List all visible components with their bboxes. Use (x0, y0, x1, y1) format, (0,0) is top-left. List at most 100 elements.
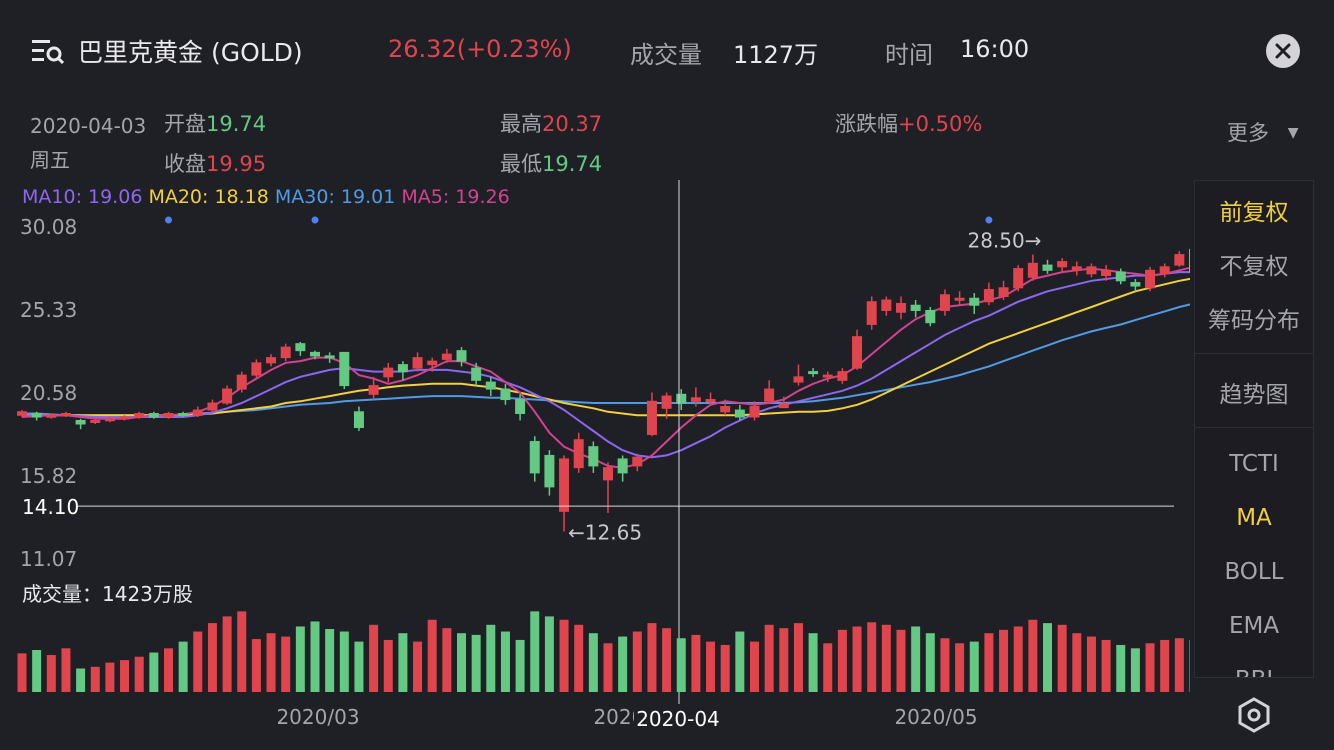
volume-bar (925, 633, 935, 692)
volume-bar (618, 636, 628, 692)
volume-bar (647, 623, 657, 692)
menu-boll[interactable]: BOLL (1224, 559, 1284, 585)
candle-body (720, 406, 731, 413)
volume-bar (17, 653, 27, 692)
candle-body (764, 388, 775, 402)
menu-tcti[interactable]: TCTI (1229, 451, 1279, 477)
volume-bar (911, 626, 921, 692)
candle-body (661, 395, 672, 409)
stock-title: 巴里克黄金 (GOLD) (78, 38, 303, 67)
candle-body (163, 413, 174, 418)
volume-bar (999, 629, 1009, 692)
settings-button[interactable] (1236, 696, 1272, 734)
high-label: 最高 (500, 112, 542, 136)
info-date: 2020-04-03 (30, 114, 147, 138)
volume-bar (46, 655, 56, 692)
crosshair-date-bg (634, 704, 722, 732)
stock-chart[interactable]: 30.08 25.33 20.58 15.82 11.07 14.10 28.50→ ←12.… (0, 0, 1190, 750)
volume-bar (1057, 624, 1067, 692)
volume-bar (823, 643, 833, 692)
close-label: 收盘 (164, 152, 206, 176)
volume-bar (852, 626, 862, 692)
candle-body (31, 413, 42, 418)
menu-ma[interactable]: MA (1236, 505, 1272, 531)
time-label: 时间 (885, 41, 933, 69)
legend-ma20: MA20: 18.18 (148, 186, 269, 208)
candle-body (441, 353, 452, 360)
menu-bbi[interactable]: BBI (1195, 667, 1313, 677)
time-value: 16:00 (960, 35, 1030, 63)
max-annotation: 28.50→ (967, 229, 1041, 253)
candle-body (632, 456, 643, 467)
volume-bar (896, 629, 906, 692)
volume-bar (984, 633, 994, 692)
candle-body (192, 409, 203, 416)
volume-bar (164, 648, 173, 692)
menu-unadjusted[interactable]: 不复权 (1219, 254, 1289, 280)
legend-ma5: MA5: 19.26 (401, 186, 510, 208)
menu-search-icon[interactable] (30, 36, 66, 66)
event-dot (165, 216, 172, 224)
candle-body (939, 294, 950, 311)
volume-bar (764, 624, 774, 692)
menu-trend-chart[interactable]: 趋势图 (1219, 382, 1289, 408)
volume-bar (706, 641, 716, 692)
menu-forward-adjusted[interactable]: 前复权 (1219, 200, 1289, 226)
volume-bar (295, 626, 305, 692)
info-high: 最高20.37 (500, 108, 602, 138)
candle-body (1027, 262, 1038, 278)
volume-bar (1130, 648, 1140, 692)
close-icon (1275, 43, 1291, 59)
volume-bar (969, 641, 979, 692)
volume-bar (559, 619, 569, 692)
hexagon-settings-icon (1238, 697, 1270, 733)
x-tick-label: 2020/05 (894, 705, 977, 729)
event-dot (985, 216, 993, 224)
candle-body (1086, 266, 1097, 275)
y-tick-label: 25.33 (20, 298, 77, 322)
menu-chip-distribution[interactable]: 筹码分布 (1208, 308, 1300, 334)
volume-bar (281, 636, 291, 692)
candle-body (544, 454, 555, 488)
volume-bar (955, 643, 965, 692)
volume-bar (32, 650, 42, 692)
candle-body (573, 439, 584, 469)
info-open: 开盘19.74 (164, 108, 266, 138)
price-change: 26.32(+0.23%) (388, 35, 572, 63)
volume-bar (354, 641, 364, 692)
close-button[interactable] (1266, 34, 1300, 68)
min-annotation: ←12.65 (568, 520, 642, 544)
volume-bar (471, 634, 481, 692)
candle-body (485, 381, 496, 390)
candle-body (383, 367, 394, 378)
more-button[interactable]: 更多 ▼ (1227, 117, 1298, 147)
ma5-line (21, 266, 1190, 469)
legend-ma10: MA10: 19.06 (22, 186, 143, 208)
candle-body (295, 343, 306, 352)
volume-label: 成交量 (630, 41, 702, 69)
ma20-line (22, 277, 1190, 417)
event-dot (311, 216, 319, 224)
candle-body (178, 413, 189, 417)
volume-bar (178, 641, 188, 692)
candle-body (60, 413, 71, 417)
candle-body (397, 364, 408, 373)
candle-body (852, 336, 863, 369)
candle-body (983, 289, 994, 303)
candle-body (837, 371, 848, 381)
high-value: 20.37 (542, 112, 603, 136)
candle-body (954, 297, 965, 301)
candle-body (690, 397, 701, 402)
candle-body (793, 376, 804, 383)
candle-body (339, 351, 350, 387)
volume-bar (90, 666, 100, 692)
info-low: 最低19.74 (500, 148, 602, 178)
candle-body (529, 440, 540, 474)
candle-body (280, 346, 291, 359)
volume-bar (940, 638, 950, 692)
candle-body (1130, 282, 1141, 287)
volume-bar (530, 611, 540, 692)
candle-body (734, 409, 745, 418)
candle-body (236, 374, 247, 390)
menu-ema[interactable]: EMA (1228, 613, 1280, 639)
